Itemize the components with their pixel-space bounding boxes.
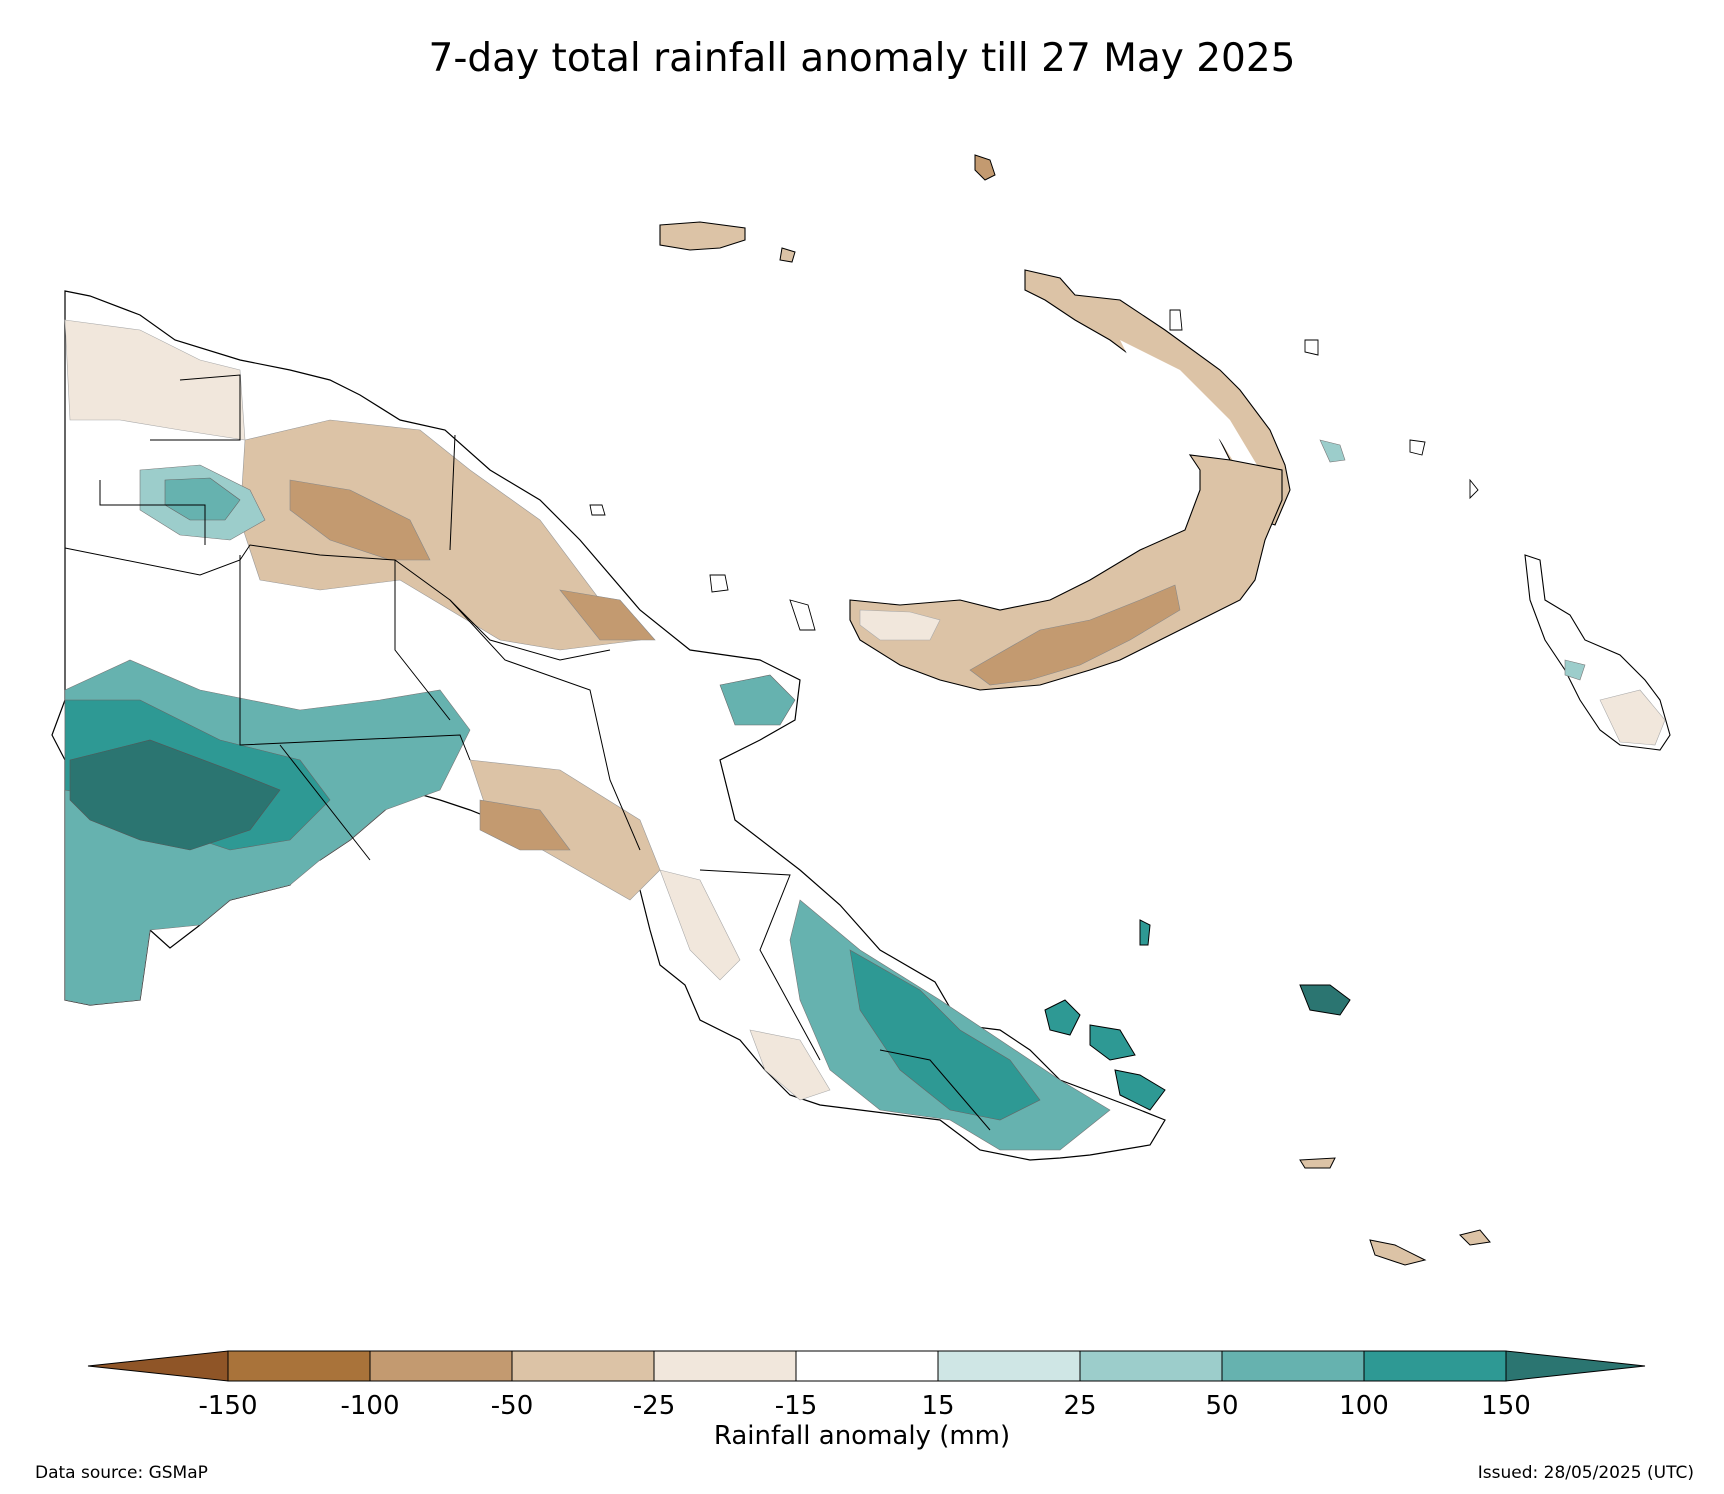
small-islands xyxy=(589,309,1479,631)
bougainville xyxy=(1524,554,1671,751)
colorbar-extend-low xyxy=(87,1350,229,1382)
colorbar-tick-label: -25 xyxy=(633,1391,675,1421)
issued-date: Issued: 28/05/2025 (UTC) xyxy=(1477,1463,1694,1483)
colorbar-bin xyxy=(227,1350,371,1382)
colorbar-bin xyxy=(795,1350,939,1382)
mussau-island xyxy=(974,154,996,181)
north-coast-dry-zone xyxy=(559,589,656,641)
colorbar-tick-labels: -150 -100 -50 -25 -15 15 25 50 100 150 xyxy=(198,1391,1530,1421)
colorbar-bin xyxy=(653,1350,797,1382)
colorbar-tick-label: -150 xyxy=(198,1391,257,1421)
colorbar-bin xyxy=(1363,1350,1507,1382)
colorbar-tick-label: 15 xyxy=(921,1391,954,1421)
map-title: 7-day total rainfall anomaly till 27 May… xyxy=(428,36,1296,81)
colorbar-bin xyxy=(1221,1350,1365,1382)
huon-wet-zone xyxy=(719,674,796,726)
province-boundaries xyxy=(64,374,991,1131)
new-britain xyxy=(849,454,1283,691)
gulf-very-dry-zone xyxy=(479,799,571,851)
port-moresby-dry-zone xyxy=(749,1029,831,1101)
colorbar-tick-label: -100 xyxy=(340,1391,399,1421)
rainfall-anomaly-map xyxy=(51,154,1671,1266)
colorbar-bin xyxy=(1079,1350,1223,1382)
southeast-very-wet-zone xyxy=(849,949,1041,1121)
data-source-note: Data source: GSMaP xyxy=(35,1463,208,1483)
colorbar-tick-label: -15 xyxy=(775,1391,817,1421)
colorbar-bin xyxy=(369,1350,513,1382)
manus-island xyxy=(659,221,796,263)
colorbar-tick-label: 50 xyxy=(1205,1391,1238,1421)
west-light-dry-zone xyxy=(64,319,246,441)
colorbar-tick-label: 25 xyxy=(1063,1391,1096,1421)
colorbar-bins xyxy=(227,1350,1507,1382)
colorbar-tick-label: -50 xyxy=(491,1391,533,1421)
colorbar-bin xyxy=(937,1350,1081,1382)
highlands-very-dry-zone xyxy=(289,479,431,561)
louisiade-islands xyxy=(1299,1157,1491,1266)
colorbar-tick-label: 100 xyxy=(1339,1391,1389,1421)
colorbar-tick-label: 150 xyxy=(1481,1391,1531,1421)
milne-bay-islands xyxy=(1044,919,1351,1111)
southern-extreme-wet-zone xyxy=(69,739,281,851)
colorbar-bin xyxy=(511,1350,655,1382)
central-province-dry-zone xyxy=(659,869,741,981)
highlands-dry-zone xyxy=(239,419,641,651)
colorbar-extend-high xyxy=(1505,1350,1646,1382)
colorbar-label: Rainfall anomaly (mm) xyxy=(714,1421,1010,1451)
mainland-png xyxy=(51,290,1166,1161)
